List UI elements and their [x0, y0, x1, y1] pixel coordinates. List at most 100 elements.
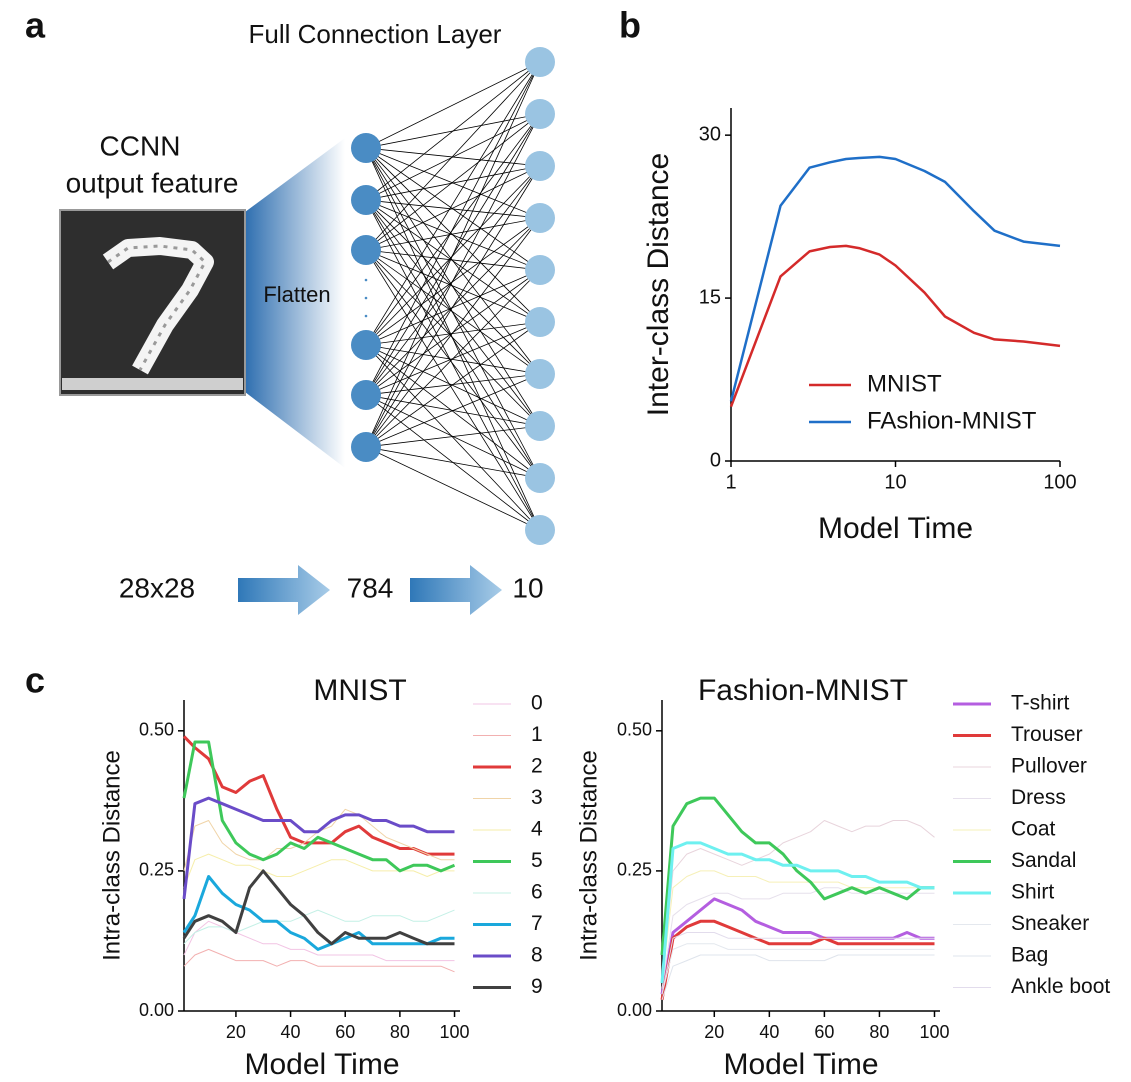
panel-label: a	[25, 5, 46, 46]
connection	[365, 113, 541, 346]
series-line	[183, 808, 455, 872]
flatten-label: Flatten	[263, 282, 330, 307]
output-node	[525, 47, 555, 77]
connection	[365, 425, 541, 448]
output-node	[525, 151, 555, 181]
x-axis-label: Model Time	[244, 1048, 399, 1081]
connection	[365, 165, 541, 346]
legend-label: 1	[531, 723, 543, 746]
x-tick-label: 10	[884, 471, 906, 493]
panel-label: c	[25, 660, 45, 701]
legend-label: 6	[531, 881, 543, 904]
legend-label: Dress	[1011, 786, 1066, 809]
x-axis-label: Model Time	[723, 1048, 878, 1081]
y-tick-label: 0.50	[617, 720, 652, 740]
output-node	[525, 99, 555, 129]
connection	[365, 61, 541, 448]
connection	[365, 249, 541, 375]
connection	[365, 344, 541, 531]
series-line	[182, 875, 455, 951]
legend-label: 9	[531, 975, 543, 998]
series-line	[729, 244, 1061, 408]
y-tick-label: 0.25	[617, 860, 652, 880]
connection	[365, 199, 541, 323]
arrow	[238, 565, 330, 615]
x-tick-label: 20	[226, 1022, 246, 1042]
connection	[365, 199, 541, 375]
legend-label: 5	[531, 849, 543, 872]
legend-label: Shirt	[1011, 881, 1054, 904]
series-line	[661, 954, 935, 1000]
connection	[365, 249, 541, 427]
series-line	[661, 932, 935, 995]
series-line	[182, 796, 455, 900]
x-tick-label: 20	[704, 1022, 724, 1042]
output-node	[525, 463, 555, 493]
connection	[365, 165, 541, 201]
feature-image-band	[62, 378, 243, 390]
legend-label: 0	[531, 692, 543, 715]
input-node	[351, 133, 381, 163]
legend-label: 4	[531, 818, 543, 841]
y-tick-label: 0.00	[617, 1000, 652, 1020]
input-node	[351, 330, 381, 360]
y-axis-label: Intra-class Distance	[98, 750, 125, 961]
series-line	[661, 820, 935, 984]
y-tick-label: 15	[699, 286, 721, 308]
x-tick-label: 80	[869, 1022, 889, 1042]
y-axis-label: Inter-class Distance	[642, 153, 675, 416]
series-line	[660, 919, 935, 1001]
chart-title: Fashion-MNIST	[698, 674, 908, 707]
x-tick-label: 60	[814, 1022, 834, 1042]
connection	[365, 165, 541, 448]
legend-label: T-shirt	[1011, 692, 1070, 715]
x-tick-label: 1	[725, 471, 736, 493]
series-line	[661, 887, 935, 989]
digit-stroke	[102, 237, 214, 375]
legend-label: Coat	[1011, 818, 1056, 841]
x-tick-label: 100	[440, 1022, 470, 1042]
connection	[365, 344, 541, 375]
size-label: 784	[347, 572, 394, 603]
connection	[365, 199, 541, 531]
y-tick-label: 0.50	[139, 720, 174, 740]
series-line	[182, 740, 456, 873]
connection	[365, 269, 541, 448]
x-tick-label: 100	[919, 1022, 949, 1042]
connection	[365, 249, 541, 271]
y-tick-label: 0	[710, 449, 721, 471]
y-tick-label: 0.25	[139, 860, 174, 880]
input-label: output feature	[66, 167, 239, 198]
connection	[365, 373, 541, 448]
output-node	[525, 255, 555, 285]
series-line	[183, 853, 455, 888]
series-line	[661, 943, 935, 995]
y-tick-label: 30	[699, 123, 721, 145]
series-line	[183, 909, 455, 945]
legend-label: Sneaker	[1011, 912, 1089, 935]
panel-label: b	[619, 5, 641, 46]
output-node	[525, 203, 555, 233]
legend-label: 7	[531, 912, 543, 935]
connection	[365, 165, 541, 251]
input-node	[351, 380, 381, 410]
x-tick-label: 40	[759, 1022, 779, 1042]
legend-label: 3	[531, 786, 543, 809]
legend-label: Bag	[1011, 944, 1048, 967]
input-node	[351, 432, 381, 462]
connection	[365, 199, 541, 479]
output-node	[525, 411, 555, 441]
connection	[365, 446, 541, 531]
connection	[365, 61, 541, 251]
series-line	[182, 869, 455, 946]
x-tick-label: 80	[390, 1022, 410, 1042]
x-tick-label: 60	[335, 1022, 355, 1042]
legend-label: Pullover	[1011, 755, 1087, 778]
input-node	[351, 185, 381, 215]
ellipsis-dot	[364, 314, 368, 318]
series-line	[182, 735, 455, 856]
connection	[365, 249, 541, 323]
input-node	[351, 235, 381, 265]
series-line	[729, 155, 1061, 402]
